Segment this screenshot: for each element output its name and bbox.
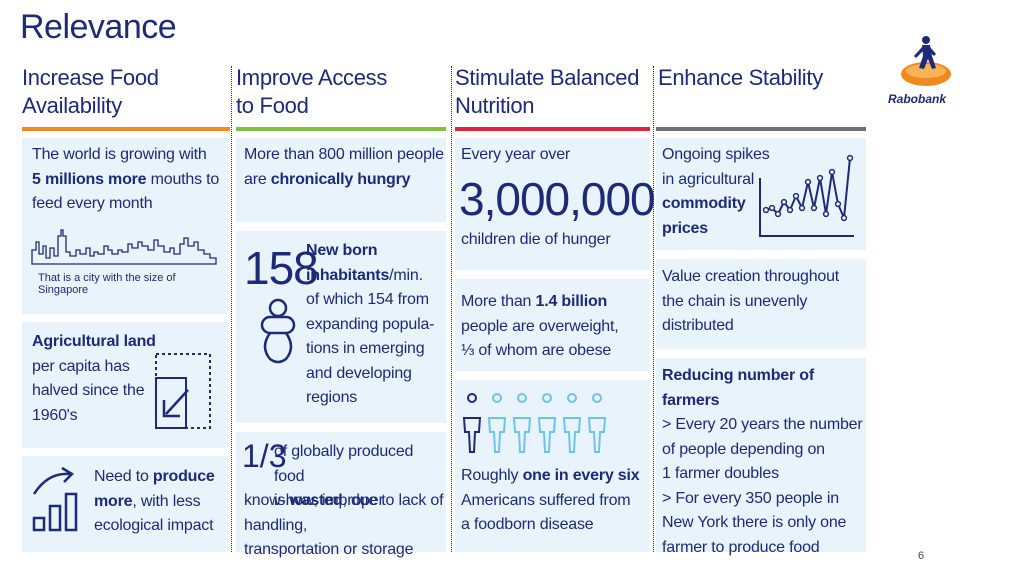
card-text: per capita has [32,357,130,375]
card-text: of which 154 from [306,291,429,308]
people-row-icon [462,393,607,453]
card-foodborne-disease: Roughly one in every six Americans suffe… [455,380,650,552]
card-text: of people depending on [662,440,825,458]
child-deaths-number: 3,000,000 [459,173,656,225]
card-text: Americans suffered from [461,491,631,509]
card-text: More than 800 million people [244,146,444,163]
rabobank-logo: Rabobank [886,34,970,106]
card-text: The world is growing with [32,146,207,163]
card-text: of globally produced food [274,443,414,485]
growth-chart-icon [32,466,78,532]
column-divider [451,66,452,552]
column-divider [653,66,654,552]
column-heading-4: Enhance Stability [658,64,823,92]
card-agricultural-land: Agricultural land per capita has halved … [22,322,228,448]
card-child-deaths: Every year over 3,000,000 children die o… [455,138,656,270]
card-text: a foodborn disease [461,516,594,533]
card-text: transportation or storage [244,541,414,558]
card-farmers: Reducing number of farmers > Every 20 ye… [656,358,866,556]
page-title: Relevance [20,8,177,46]
card-text: Ongoing spikes [662,146,770,163]
card-text: > Every 20 years the number [662,416,863,433]
card-text: children die of hunger [461,231,611,248]
pacifier-icon [260,298,296,364]
column-heading-2-line1: Improve Access [236,65,388,90]
skyline-caption: That is a city with the size of Singapor… [38,272,176,296]
column-bar-green [236,127,446,131]
card-text: feed every month [32,195,153,212]
card-chronic-hunger: More than 800 million people are chronic… [236,138,446,222]
column-heading-1-line2: Availability [22,93,122,118]
card-text: in agricultural [662,170,755,188]
card-text: regions [306,389,358,406]
newborn-number: 158 [244,242,319,294]
page-number: 6 [918,550,925,562]
card-text: Need to produce [94,468,215,485]
city-skyline-icon [31,229,217,265]
column-heading-3: Stimulate Balanced Nutrition [455,64,639,120]
card-text: are chronically hungry [244,170,411,188]
card-text: New York there is only one [662,514,847,531]
column-heading-2-line2: to Food [236,93,309,118]
column-bar-orange [22,127,230,131]
card-text: more, with less [94,492,201,510]
card-population-growth: The world is growing with 5 millions mor… [22,138,228,314]
card-overweight: More than 1.4 billion people are overwei… [455,279,650,371]
column-heading-1: Increase Food Availability [22,64,159,120]
card-text: halved since the [32,382,145,399]
card-text: distributed [662,317,734,334]
card-text: > For every 350 people in [662,489,839,507]
card-produce-more: Need to produce more, with less ecologic… [22,456,228,552]
card-text: farmer to produce food [662,538,820,556]
card-text: tions in emerging [306,340,425,357]
card-text: ⅓ of whom are obese [461,342,612,359]
card-text: Value creation throughout [662,268,840,285]
card-commodity-prices: Ongoing spikes in agricultural commodity… [656,138,866,250]
card-text: the chain is unevenly [662,292,808,310]
card-text: prices [662,219,708,237]
brand-name: Rabobank [888,92,947,106]
card-text: is wasted, due to lack of [274,492,444,509]
card-text: commodity [662,195,746,212]
rabobank-logo-icon [901,36,951,86]
column-heading-4-line1: Enhance Stability [658,65,823,90]
card-text: 1 farmer doubles [662,465,779,482]
card-text: Reducing number of farmers [662,367,814,409]
card-text: ecological impact [94,517,214,534]
price-spike-chart-icon [759,154,854,237]
card-value-creation: Value creation throughout the chain is u… [656,259,866,349]
card-newborn: 158 New born inhabitants/min. of which 1… [236,231,446,423]
column-heading-1-line1: Increase Food [22,65,159,90]
card-text: Roughly one in every six [461,467,640,484]
column-heading-3-line1: Stimulate Balanced [455,65,640,90]
card-text: New born [306,242,378,259]
card-text: people are overweight, [461,317,619,335]
column-bar-red [455,127,650,131]
shrink-arrow-icon [155,353,211,429]
card-food-waste: 1/3 of globally produced food is wasted,… [236,432,446,558]
card-text: 5 millions more mouths to [32,170,220,188]
card-text: 1960's [32,406,78,424]
column-bar-gray [656,127,866,131]
waste-fraction: 1/3 [242,438,287,474]
card-text: Every year over [461,146,571,163]
column-heading-3-line2: Nutrition [455,93,535,118]
card-text: expanding popula- [306,315,435,333]
card-text: inhabitants/min. [306,266,423,284]
card-text: Agricultural land [32,333,156,350]
column-divider [231,66,232,552]
column-heading-2: Improve Access to Food [236,64,387,120]
card-text: and developing [306,364,412,382]
card-text: know-how, improper handling, [244,492,384,534]
card-text: More than 1.4 billion [461,293,608,310]
